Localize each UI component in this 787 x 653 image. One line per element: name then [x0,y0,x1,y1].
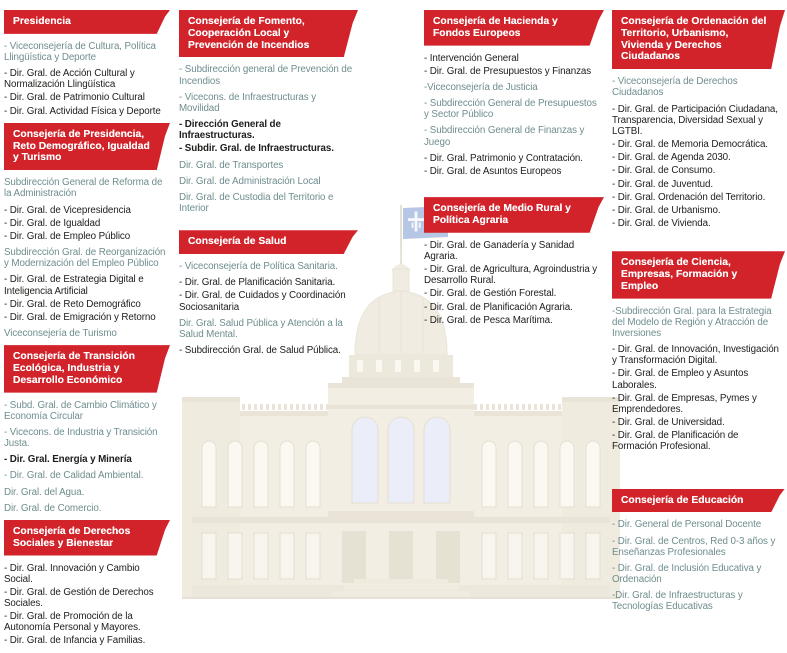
org-unit-item: - Dir. Gral. de Vicepresidencia [4,204,131,216]
org-unit-item: Subdirección Gral. de Reorganización y M… [4,247,166,270]
org-section: Consejería de Ordenación del Territorio,… [612,10,785,229]
org-section: Consejería de Derechos Sociales y Bienes… [4,519,170,647]
org-unit-item: - Dir. Gral. de Promoción de la Autonomí… [4,611,141,634]
org-unit-item: - Dir. Gral. Energía y Minería [4,454,132,466]
org-unit-item: - Vicecons. de Infraestructuras y Movili… [179,91,317,114]
column-4: Consejería de Ordenación del Territorio,… [612,0,785,618]
org-unit-item: - Subdirección Gral. de Salud Pública. [179,344,341,356]
org-unit-item: -Dir. Gral. de Infraestructuras y Tecnol… [612,590,743,613]
section-header-banner: Presidencia [4,10,170,34]
org-unit-item: - Subdirección general de Prevención de … [179,64,353,87]
section-header-banner: Consejería de Fomento, Cooperación Local… [179,10,358,58]
org-unit-item: - Dir. General de Personal Docente [612,519,762,531]
column-1: Presidencia - Viceconsejería de Cultura, … [4,0,170,653]
section-header-banner: Consejería de Hacienda y Fondos Europeos [424,10,604,46]
org-unit-item: - Dir. Gral. de Gestión de Derechos Soci… [4,586,154,609]
org-unit-item: - Dirección General de Infraestructuras. [179,119,281,142]
section-header-banner: Consejería de Ordenación del Territorio,… [612,10,785,70]
org-unit-item: - Dir. Gral. de Asuntos Europeos [424,165,562,177]
section-header-banner: Consejería de Presidencia, Reto Demográf… [4,122,170,171]
org-unit-item: - Subdirección General de Finanzas y Jue… [424,125,585,148]
section-header-banner: Consejería de Ciencia, Empresas, Formaci… [612,251,785,299]
org-unit-item: - Dir. Gral. de Agenda 2030. [612,152,731,164]
org-unit-item: - Subd. Gral. de Cambio Climático y Econ… [4,399,157,422]
org-unit-item: - Dir. Gral. de Juventud. [612,178,713,190]
org-unit-item: - Dir. Gral. de Infancia y Familias. [4,635,146,647]
org-unit-item: - Dir. Gral. de Inclusión Educativa y Or… [612,562,762,585]
org-unit-item: - Dir. Gral. de Calidad Ambiental. [4,470,144,482]
org-unit-item: - Dir. Gral. de Agricultura, Agroindustr… [424,264,598,287]
org-unit-item: - Dir. Gral. de Empresas, Pymes y Empren… [612,392,757,415]
section-header-banner: Consejería de Derechos Sociales y Bienes… [4,519,170,556]
org-unit-item: - Subdir. Gral. de Infraestructuras. [179,143,334,155]
org-unit-item: Dir. Gral. del Agua. [4,486,85,498]
org-section: Consejería de Transición Ecológica, Indu… [4,345,170,514]
org-unit-item: - Dir. Gral. de Planificación Sanitaria. [179,277,336,289]
org-section: Consejería de Hacienda y Fondos Europeos… [424,10,604,177]
org-unit-item: Dir. Gral. de Comercio. [4,502,102,514]
org-section: Consejería de Fomento, Cooperación Local… [179,10,358,214]
org-section: Consejería de Ciencia, Empresas, Formaci… [612,251,785,452]
org-unit-item: Dir. Gral. de Administración Local [179,175,321,187]
org-unit-item: - Dir. Gral. de Patrimonio Cultural [4,92,145,104]
org-unit-item: - Dir. Gral. de Pesca Marítima. [424,314,553,326]
org-unit-item: - Dir. Gral. de Planificación de Formaci… [612,430,739,453]
org-unit-item: - Dir. Gral. Patrimonio y Contratación. [424,152,583,164]
org-unit-item: - Viceconsejería de Derechos Ciudadanos [612,76,738,99]
org-unit-item: Dir. Gral. de Transportes [179,159,284,171]
org-unit-item: - Dir. Gral. de Gestión Forestal. [424,288,557,300]
org-unit-item: - Subdirección General de Presupuestos y… [424,98,597,121]
org-unit-item: Dir. Gral. de Custodia del Territorio e … [179,191,334,215]
org-unit-item: Viceconsejería de Turismo [4,327,117,339]
org-section: Consejería de Educación - Dir. General de… [612,488,785,613]
org-unit-item: - Dir. Gral. de Acción Cultural y Normal… [4,68,135,91]
org-unit-item: - Dir. Gral. de Ganadería y Sanidad Agra… [424,239,575,262]
org-unit-item: - Dir. Gral. de Planificación Agraria. [424,301,573,313]
org-unit-item: - Dir. Gral. Actividad Física y Deporte [4,105,161,117]
org-unit-item: - Dir. Gral. Innovación y Cambio Social. [4,562,140,585]
column-3: Consejería de Hacienda y Fondos Europeos… [424,0,604,332]
org-unit-item: - Dir. Gral. de Igualdad [4,217,101,229]
org-unit-item: - Dir. Gral. de Presupuestos y Finanzas [424,65,592,77]
org-unit-item: -Subdirección Gral. para la Estrategia d… [612,305,772,339]
org-section: Consejería de Salud - Viceconsejería de P… [179,230,358,356]
section-header-banner: Consejería de Salud [179,230,358,255]
government-building-illustration [182,205,620,599]
org-unit-item: - Dir. Gral. de Empleo Público [4,230,131,242]
org-unit-item: - Viceconsejería de Cultura, Política Ll… [4,40,156,63]
org-unit-item: - Intervención General [424,52,519,64]
org-unit-item: - Dir. Gral. Ordenación del Territorio. [612,191,766,203]
org-unit-item: - Dir. Gral. de Estrategia Digital e Int… [4,274,144,297]
org-unit-item: - Dir. Gral. de Consumo. [612,165,716,177]
org-section: Consejería de Presidencia, Reto Demográf… [4,122,170,339]
org-unit-item: - Viceconsejería de Política Sanitaria. [179,261,338,273]
column-2: Consejería de Fomento, Cooperación Local… [179,0,358,362]
section-header-banner: Consejería de Educación [612,488,785,513]
org-unit-item: - Dir. Gral. de Universidad. [612,417,725,429]
org-unit-item: Subdirección General de Reforma de la Ad… [4,177,163,200]
org-unit-item: - Dir. Gral. de Vivienda. [612,218,711,230]
org-section: Consejería de Medio Rural y Política Agr… [424,197,604,326]
section-header-banner: Consejería de Medio Rural y Política Agr… [424,197,604,233]
org-unit-item: Dir. Gral. Salud Pública y Atención a la… [179,317,343,340]
org-unit-item: - Dir. Gral. de Emigración y Retorno [4,311,156,323]
org-section: Presidencia - Viceconsejería de Cultura, … [4,10,170,117]
org-unit-item: - Dir. Gral. de Empleo y Asuntos Laboral… [612,368,749,391]
org-unit-item: - Dir. Gral. de Innovación, Investigació… [612,344,779,367]
org-unit-item: - Dir. Gral. de Memoria Democrática. [612,139,768,151]
org-unit-item: - Dir. Gral. de Centros, Red 0-3 años y … [612,535,776,558]
org-unit-item: - Dir. Gral. de Urbanismo. [612,204,721,216]
section-header-banner: Consejería de Transición Ecológica, Indu… [4,345,170,393]
org-unit-item: - Dir. Gral. de Cuidados y Coordinación … [179,290,346,313]
org-unit-item: - Dir. Gral. de Participación Ciudadana,… [612,103,778,137]
org-unit-item: -Viceconsejería de Justicia [424,81,538,93]
org-unit-item: - Dir. Gral. de Reto Demográfico [4,298,141,310]
org-unit-item: - Vicecons. de Industria y Transición Ju… [4,426,158,450]
